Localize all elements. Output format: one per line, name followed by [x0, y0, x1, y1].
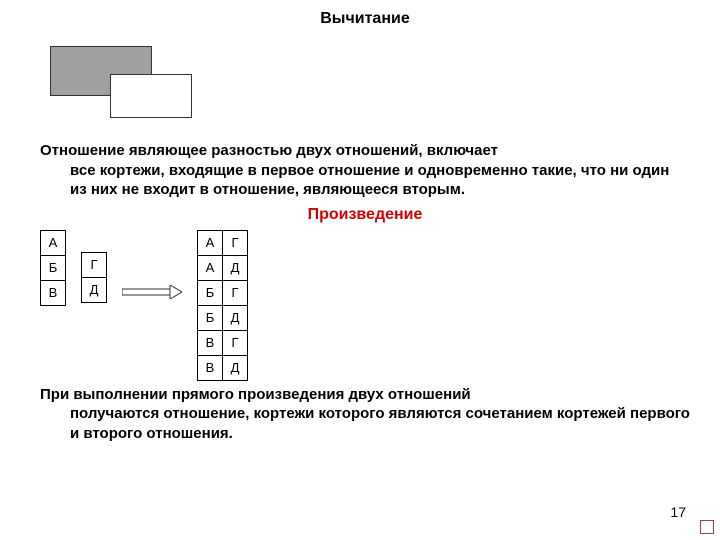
subtract-definition: Отношение являющее разностью двух отноше… — [40, 141, 690, 200]
table-result: АГАДБГБДВГВД — [197, 230, 248, 381]
table-cell: Г — [223, 330, 248, 355]
arrow-wrap — [122, 230, 182, 328]
table-cell: В — [198, 330, 223, 355]
white-rect — [110, 74, 192, 118]
subtract-lead: Отношение являющее разностью двух отноше… — [40, 142, 498, 159]
page-title: Вычитание — [40, 10, 690, 28]
table-1: АБВ — [40, 230, 66, 306]
arrow-icon — [122, 285, 182, 299]
table-cell: Д — [223, 255, 248, 280]
table-cell: Г — [223, 230, 248, 255]
subtract-rest: все кортежи, входящие в первое отношение… — [40, 161, 690, 200]
table-cell: Б — [198, 305, 223, 330]
table-cell: В — [41, 280, 66, 305]
table-cell: Б — [41, 255, 66, 280]
table-cell: Д — [82, 277, 107, 302]
table-cell: В — [198, 355, 223, 380]
product-definition: При выполнении прямого произведения двух… — [40, 385, 690, 444]
table-cell: Г — [82, 252, 107, 277]
table-cell: Б — [198, 280, 223, 305]
table-cell: А — [198, 230, 223, 255]
subtitle-product: Произведение — [40, 206, 690, 224]
table-cell: Д — [223, 305, 248, 330]
table-cell: А — [198, 255, 223, 280]
product-diagram: АБВ ГД АГАДБГБДВГВД — [40, 230, 690, 381]
subtract-diagram — [50, 46, 190, 126]
product-lead: При выполнении прямого произведения двух… — [40, 386, 471, 403]
table-cell: Г — [223, 280, 248, 305]
table-cell: А — [41, 230, 66, 255]
table-cell: Д — [223, 355, 248, 380]
page-number: 17 — [670, 504, 686, 520]
corner-icon — [700, 520, 714, 534]
product-rest: получаются отношение, кортежи которого я… — [40, 404, 690, 443]
table-2: ГД — [81, 252, 107, 303]
